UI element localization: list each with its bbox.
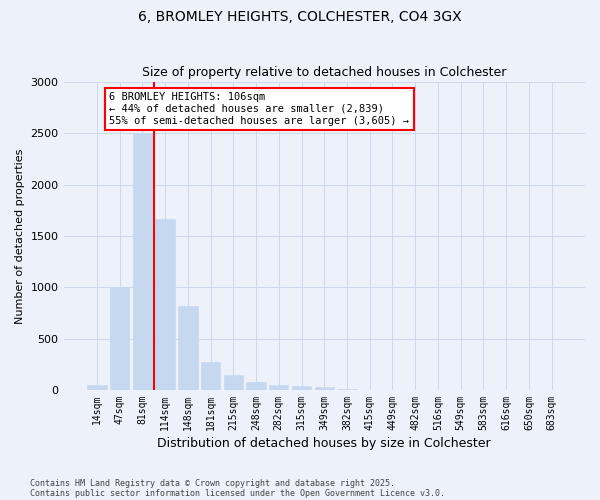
Bar: [155, 218, 175, 390]
Bar: [269, 385, 289, 390]
Bar: [133, 134, 152, 390]
Bar: [224, 374, 243, 390]
Bar: [110, 288, 130, 390]
Bar: [247, 382, 266, 390]
Title: Size of property relative to detached houses in Colchester: Size of property relative to detached ho…: [142, 66, 506, 80]
X-axis label: Distribution of detached houses by size in Colchester: Distribution of detached houses by size …: [157, 437, 491, 450]
Text: Contains HM Land Registry data © Crown copyright and database right 2025.
Contai: Contains HM Land Registry data © Crown c…: [30, 479, 445, 498]
Bar: [314, 387, 334, 390]
Y-axis label: Number of detached properties: Number of detached properties: [15, 148, 25, 324]
Bar: [201, 362, 220, 390]
Bar: [178, 306, 197, 390]
Text: 6, BROMLEY HEIGHTS, COLCHESTER, CO4 3GX: 6, BROMLEY HEIGHTS, COLCHESTER, CO4 3GX: [138, 10, 462, 24]
Text: 6 BROMLEY HEIGHTS: 106sqm
← 44% of detached houses are smaller (2,839)
55% of se: 6 BROMLEY HEIGHTS: 106sqm ← 44% of detac…: [109, 92, 409, 126]
Bar: [292, 386, 311, 390]
Bar: [87, 385, 107, 390]
